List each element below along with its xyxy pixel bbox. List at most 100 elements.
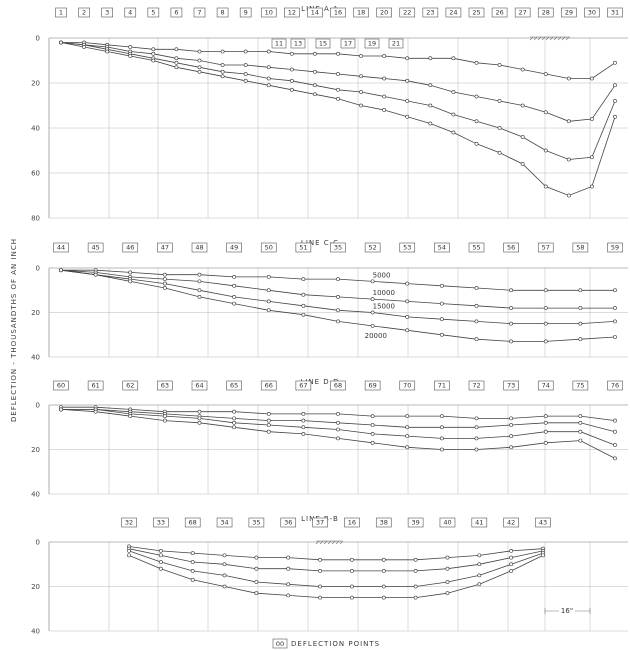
data-point [445,591,450,596]
series-line-3 [128,550,544,587]
y-tick-label: 20 [31,446,40,454]
data-point [254,591,259,596]
data-point [474,416,479,421]
data-point [59,407,63,412]
deflection-point-label: 69 [368,382,376,390]
data-point [405,425,410,430]
data-point [381,595,386,600]
data-point [370,323,375,328]
deflection-point-label: 75 [576,382,584,390]
data-point [578,429,583,434]
data-point [286,555,291,560]
data-point [197,288,202,293]
deflection-point-box [364,38,380,49]
deflection-point-box [280,517,297,528]
data-point [350,557,354,562]
data-point [162,286,167,290]
data-point [509,549,514,553]
deflection-point-box [407,517,424,528]
panel-line-d-d: LINE D-D 0 20 40 60 61 62 63 64 65 66 67 68 69 70 71 72 7… [31,378,628,499]
data-point [301,303,306,308]
data-point [162,414,167,419]
data-point [232,420,237,425]
deflection-point-box [78,7,90,18]
support-hatch [537,36,542,41]
data-point [286,593,291,598]
deflection-point-label: 40 [443,519,451,527]
deflection-point-label: 39 [411,519,419,527]
data-point [543,339,548,344]
data-point [350,584,354,589]
deflection-point-box [399,242,416,253]
support-hatch [565,36,570,41]
data-point [266,274,271,279]
data-point [232,295,237,299]
data-point [301,292,306,297]
dimension-label: 16" [561,607,573,615]
data-point [381,584,386,589]
data-point [359,74,363,79]
data-point [289,87,294,92]
data-point [336,308,340,313]
deflection-point-box [157,380,173,391]
deflection-point-box [295,242,312,253]
data-point [370,297,375,302]
deflection-point-label: 72 [472,382,480,390]
data-point [451,56,456,61]
data-point [405,114,410,119]
deflection-point-label: 57 [542,244,550,252]
data-point [336,427,340,432]
support-hatch [529,36,534,41]
deflection-point-box [514,7,531,18]
deflection-point-box [122,380,139,391]
data-point [613,319,617,324]
data-point [313,69,317,74]
deflection-point-box [491,7,508,18]
data-point [232,409,237,414]
data-point [477,553,482,558]
deflection-point-box [607,242,623,253]
panel-title: LINE C-C [301,239,339,247]
deflection-point-box [260,380,277,391]
data-point [509,569,514,573]
data-point [232,274,237,279]
data-point [474,286,479,290]
data-point [254,566,259,571]
deflection-point-box [434,380,450,391]
data-point [93,409,98,414]
support-hatch [319,540,324,545]
deflection-point-box [55,7,67,18]
deflection-point-box [468,242,485,253]
data-point [197,69,202,74]
data-point [220,69,225,74]
data-point [254,580,259,584]
data-point [243,72,248,76]
data-point [197,409,202,414]
legend-box-label: 00 [276,640,284,648]
data-point [543,288,548,293]
data-point [405,414,410,419]
data-point [477,573,482,578]
data-point [474,447,479,452]
y-tick-label: 40 [31,491,40,499]
data-point [151,47,156,52]
data-point [151,58,156,63]
deflection-point-label: 55 [472,244,480,252]
data-point [405,78,410,83]
data-point [405,299,410,304]
data-point [266,83,271,88]
data-point [158,566,163,571]
support-hatch [335,540,340,545]
deflection-point-label: 2 [82,9,86,17]
data-point [451,112,456,117]
data-point [127,549,131,553]
dimension-label-bg [559,606,575,614]
data-point [286,582,291,587]
deflection-point-label: 64 [195,382,203,390]
deflection-point-box [468,7,485,18]
data-point [474,141,479,146]
deflection-point-box [260,242,277,253]
data-point [509,434,514,439]
data-point [318,569,322,573]
